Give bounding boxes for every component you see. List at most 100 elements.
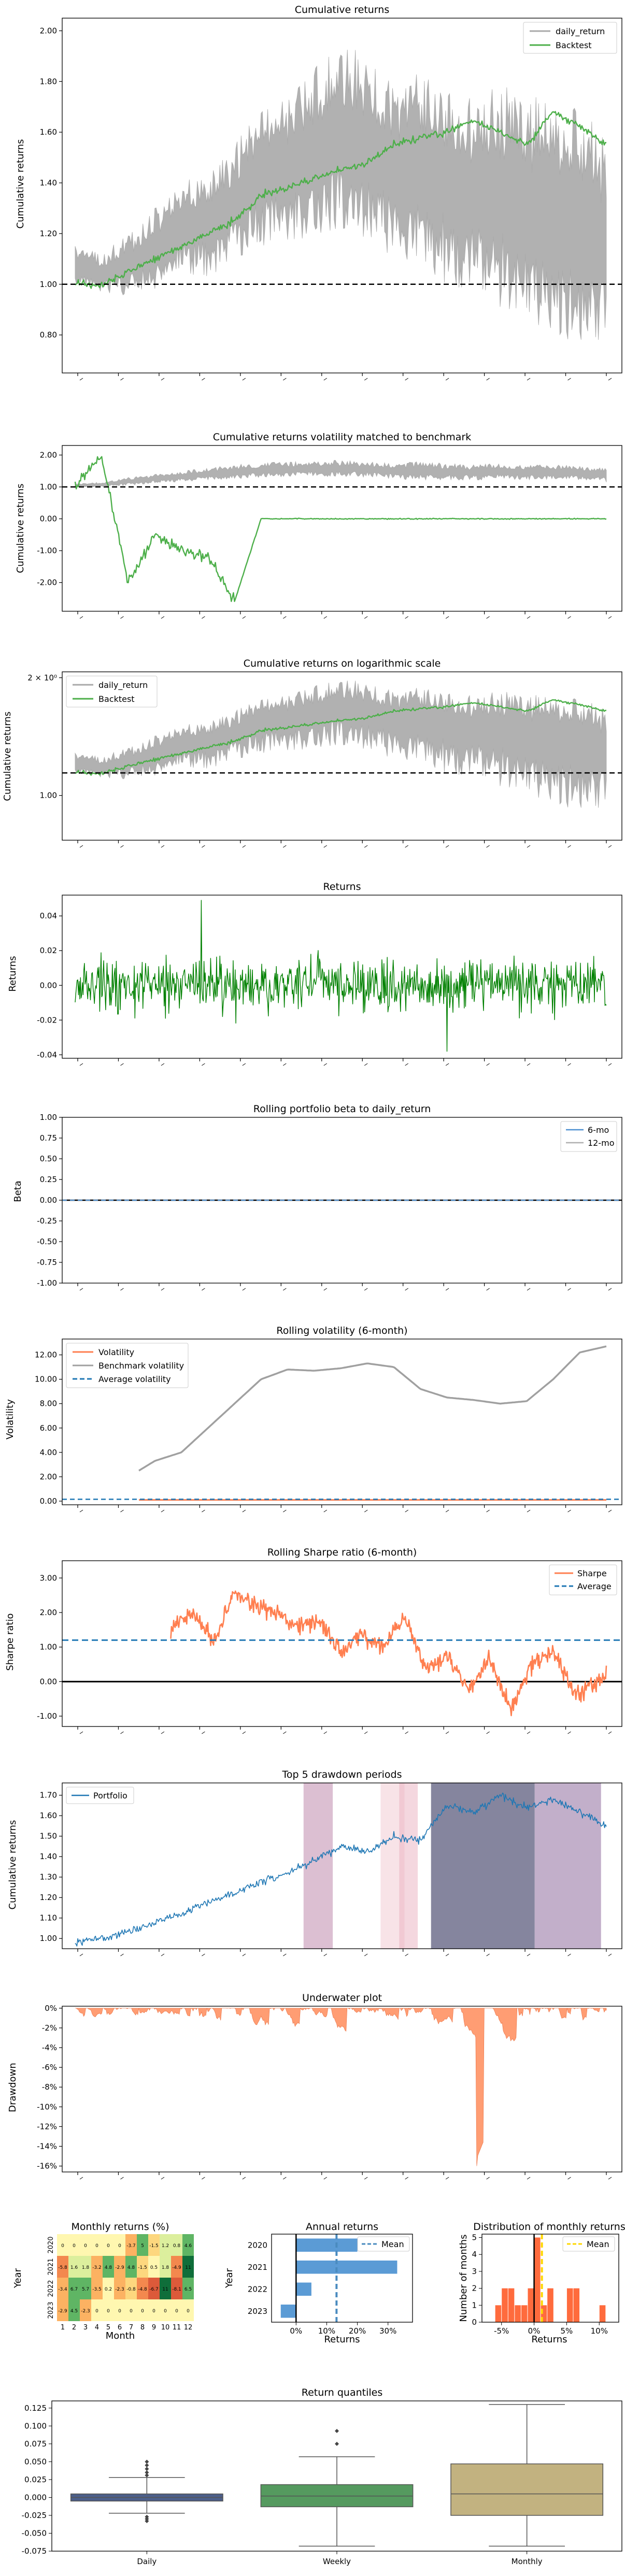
x-tick-label bbox=[567, 845, 571, 848]
plot-frame bbox=[62, 1560, 622, 1727]
y-axis-label: Beta bbox=[12, 1181, 23, 1202]
heatmap-cell-label: -2.3 bbox=[115, 2287, 124, 2292]
x-tick-label: 10 bbox=[161, 2324, 170, 2332]
x-tick-label bbox=[608, 2177, 612, 2180]
chart-title: Returns bbox=[323, 881, 361, 893]
y-tick-label: 0.00 bbox=[40, 981, 57, 990]
x-tick-label bbox=[608, 845, 612, 848]
y-tick-label: 1.00 bbox=[40, 1643, 57, 1652]
x-tick-label bbox=[202, 1953, 205, 1956]
x-tick-label bbox=[161, 845, 165, 848]
x-tick-label bbox=[161, 1953, 165, 1956]
x-tick-label bbox=[527, 378, 531, 381]
x-tick-label bbox=[608, 1063, 612, 1066]
x-tick-label bbox=[445, 1288, 449, 1291]
legend-entry: daily_return bbox=[556, 26, 605, 37]
x-tick-label: 0% bbox=[528, 2326, 541, 2336]
y-tick-label: -0.025 bbox=[22, 2511, 47, 2520]
heatmap-cell bbox=[171, 2278, 182, 2299]
series-backtest bbox=[74, 456, 607, 602]
y-axis-label: Cumulative returns bbox=[15, 484, 26, 573]
x-tick-label bbox=[486, 1063, 490, 1066]
heatmap-cell-label: 0 bbox=[141, 2309, 144, 2314]
x-tick-label bbox=[405, 2177, 408, 2180]
y-tick-label: 1.30 bbox=[40, 1873, 57, 1882]
y-tick-label: 2022 bbox=[47, 2280, 55, 2297]
y-tick-label: 2020 bbox=[248, 2240, 267, 2250]
box-flier bbox=[145, 2467, 149, 2471]
drawdown-period-shade bbox=[303, 1783, 333, 1949]
x-tick-label bbox=[445, 616, 449, 619]
heatmap-cell-label: -1.5 bbox=[149, 2243, 159, 2249]
x-tick-label bbox=[120, 1509, 124, 1513]
x-tick-label bbox=[283, 2177, 287, 2180]
legend-entry: Mean bbox=[587, 2239, 609, 2249]
x-tick-label bbox=[445, 2177, 449, 2180]
heatmap-cell bbox=[80, 2256, 91, 2278]
heatmap-cell-label: 0 bbox=[152, 2309, 155, 2314]
heatmap-cell-label: 0.8 bbox=[173, 2243, 181, 2249]
heatmap-cell bbox=[80, 2278, 91, 2299]
x-tick-label bbox=[567, 2177, 571, 2180]
x-tick-label bbox=[161, 616, 165, 619]
bar bbox=[495, 2305, 502, 2322]
x-tick-label bbox=[202, 1731, 205, 1734]
x-tick-label bbox=[364, 1953, 368, 1956]
x-tick-label bbox=[405, 378, 408, 381]
box bbox=[450, 2463, 604, 2516]
legend-entry: Sharpe bbox=[577, 1568, 607, 1578]
heatmap-cell-label: 5 bbox=[141, 2243, 144, 2249]
heatmap-cell-label: -8.1 bbox=[172, 2287, 181, 2292]
heatmap-cell bbox=[91, 2299, 103, 2321]
x-tick-label bbox=[120, 378, 124, 381]
y-tick-label: 1.80 bbox=[40, 77, 57, 86]
y-tick-label: -0.050 bbox=[22, 2528, 47, 2538]
legend-entry: Portfolio bbox=[93, 1791, 127, 1801]
plot-frame bbox=[62, 445, 622, 612]
x-tick-label bbox=[486, 1731, 490, 1734]
bar bbox=[280, 2305, 296, 2318]
bar bbox=[599, 2305, 606, 2322]
x-tick-label bbox=[242, 845, 246, 848]
x-tick-label bbox=[323, 2177, 328, 2180]
y-tick-label: 4.00 bbox=[40, 1448, 57, 1457]
heatmap-cell bbox=[91, 2234, 103, 2256]
x-tick-label bbox=[202, 845, 205, 848]
x-tick-label bbox=[405, 1953, 408, 1956]
chart-title: Cumulative returns volatility matched to… bbox=[213, 431, 472, 443]
heatmap-cell bbox=[148, 2299, 160, 2321]
heatmap-cell-label: 0 bbox=[175, 2309, 178, 2314]
series-daily-return bbox=[75, 49, 607, 340]
y-tick-label: 2.00 bbox=[40, 450, 57, 459]
y-tick-label: 1.20 bbox=[40, 1893, 57, 1902]
y-tick-label: 2021 bbox=[47, 2258, 55, 2275]
y-tick-label: 0.02 bbox=[40, 946, 57, 955]
heatmap-cell-label: 0 bbox=[84, 2243, 87, 2249]
heatmap-cell-label: -2.3 bbox=[81, 2309, 90, 2314]
y-tick-label: 0 bbox=[472, 2318, 477, 2327]
panel-log-scale: Cumulative returns on logarithmic scale … bbox=[2, 658, 622, 848]
panel-annual-returns: Annual returns Returns Year 2020 2021 2022… bbox=[224, 2221, 413, 2345]
y-tick-label: -10% bbox=[37, 2102, 57, 2111]
heatmap-cell bbox=[160, 2256, 171, 2278]
x-tick-label bbox=[364, 1288, 368, 1291]
x-axis-label: Month bbox=[106, 2330, 135, 2341]
bar bbox=[528, 2288, 534, 2322]
bar bbox=[534, 2237, 541, 2322]
y-tick-label: 0.125 bbox=[24, 2404, 47, 2413]
heatmap-cell bbox=[148, 2234, 160, 2256]
chart-title: Annual returns bbox=[306, 2221, 378, 2233]
bar bbox=[573, 2288, 580, 2322]
x-tick-label bbox=[567, 378, 571, 381]
x-tick-label bbox=[364, 1063, 368, 1066]
heatmap-cell bbox=[57, 2299, 68, 2321]
x-tick-label bbox=[120, 616, 124, 619]
legend: Portfolio bbox=[66, 1787, 134, 1804]
x-tick-label bbox=[79, 1953, 83, 1956]
heatmap-cell bbox=[160, 2278, 171, 2299]
drawdown-period-shade bbox=[431, 1783, 535, 1949]
x-tick-label: Daily bbox=[137, 2557, 157, 2566]
y-tick-label: 0.00 bbox=[40, 1196, 57, 1205]
y-axis-label: Cumulative returns bbox=[2, 712, 13, 801]
series-backtest bbox=[75, 699, 607, 776]
